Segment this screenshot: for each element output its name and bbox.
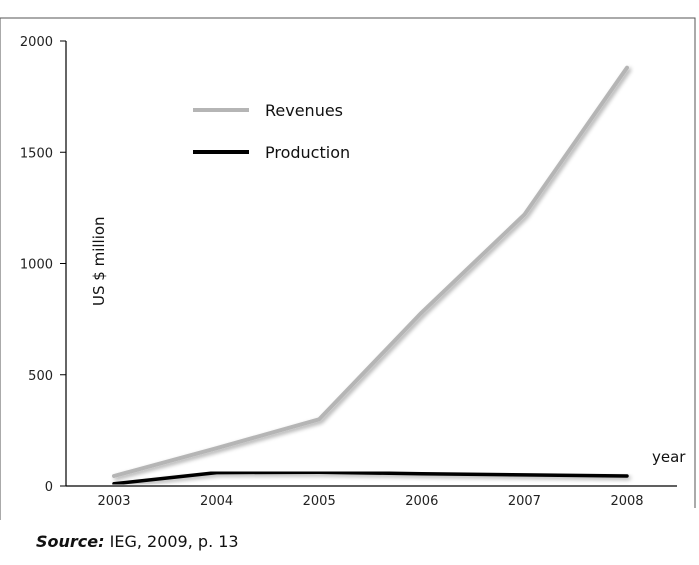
series-line-production <box>112 470 629 486</box>
y-tick-label: 2000 <box>20 35 53 50</box>
figure-border <box>0 17 696 508</box>
y-tick-label: 1500 <box>20 146 53 161</box>
x-tick-label: 2004 <box>200 494 233 509</box>
source-text: IEG, 2009, p. 13 <box>104 532 239 551</box>
legend-label-revenues: Revenues <box>265 101 343 120</box>
y-ticks: 0 500 1000 1500 2000 <box>20 35 66 495</box>
legend: Revenues Production <box>193 101 350 162</box>
x-ticks: 2003 2004 2005 2006 2007 2008 <box>97 494 643 509</box>
x-tick-label: 2005 <box>303 494 336 509</box>
series-lines <box>112 65 629 486</box>
x-tick-label: 2007 <box>508 494 541 509</box>
y-tick-label: 500 <box>28 369 53 384</box>
legend-label-production: Production <box>265 143 350 162</box>
source-label: Source: <box>36 532 105 551</box>
x-tick-label: 2006 <box>405 494 438 509</box>
y-axis-title: US $ million <box>90 216 108 306</box>
source-note: Source: IEG, 2009, p. 13 <box>36 532 239 551</box>
x-axis-title: year <box>652 448 686 466</box>
series-line-revenues <box>112 65 629 478</box>
y-tick-label: 0 <box>45 480 53 495</box>
x-tick-label: 2003 <box>97 494 130 509</box>
y-tick-label: 1000 <box>20 258 53 273</box>
x-tick-label: 2008 <box>610 494 643 509</box>
